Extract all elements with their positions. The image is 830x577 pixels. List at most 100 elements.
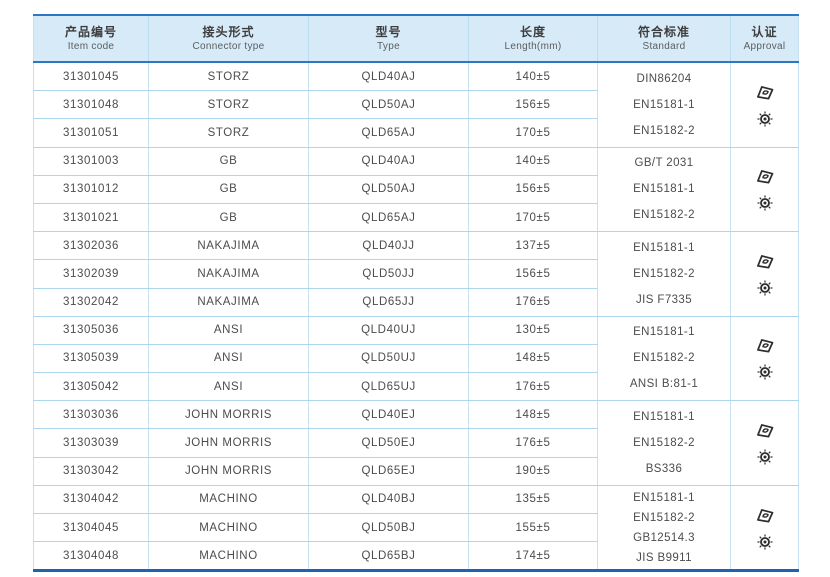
type-cell: QLD65AJ <box>308 118 469 148</box>
col-header-length-en: Length(mm) <box>504 40 562 52</box>
connector-type-cell: STORZ <box>148 62 309 92</box>
length-cell: 148±5 <box>468 344 598 374</box>
col-header-item-code-zh: 产品编号 <box>64 24 117 39</box>
connector-type-cell: MACHINO <box>148 485 309 515</box>
col-header-standard: 符合标准 Standard <box>597 14 731 63</box>
type-cell: QLD65UJ <box>308 372 469 402</box>
standard-line: EN15181-1 <box>633 98 695 111</box>
item-code-cell: 31301045 <box>33 62 149 92</box>
table-row: 31304045 MACHINO QLD50BJ 155±5 <box>33 513 799 543</box>
approval-cell <box>730 147 799 233</box>
length-cell: 176±5 <box>468 372 598 402</box>
col-header-length-zh: 长度 <box>519 24 546 39</box>
item-code-cell: 31302036 <box>33 231 149 261</box>
type-cell: QLD50BJ <box>308 513 469 543</box>
type-cell: QLD40AJ <box>308 62 469 92</box>
length-cell: 137±5 <box>468 231 598 261</box>
standard-line: EN15181-1 <box>633 491 695 504</box>
connector-type-cell: MACHINO <box>148 513 309 543</box>
type-cell: QLD40JJ <box>308 231 469 261</box>
length-cell: 174±5 <box>468 541 598 572</box>
connector-type-cell: NAKAJIMA <box>148 259 309 289</box>
col-header-approval: 认证 Approval <box>730 14 799 63</box>
approval-cell <box>730 62 799 148</box>
standard-line: EN15182-2 <box>633 352 695 365</box>
col-header-connector-type-zh: 接头形式 <box>202 24 255 39</box>
standard-line: GB/T 2031 <box>634 157 694 170</box>
item-code-cell: 31301021 <box>33 203 149 233</box>
connector-type-cell: STORZ <box>148 118 309 148</box>
standard-line: EN15181-1 <box>633 411 695 424</box>
standards-cell: DIN86204 EN15181-1 EN15182-2 <box>597 62 731 148</box>
table-row: 31304042 MACHINO QLD40BJ 135±5 EN15181-1 EN15… <box>33 485 799 572</box>
type-cell: QLD40EJ <box>308 400 469 430</box>
col-header-type: 型号 Type <box>308 14 469 63</box>
item-code-cell: 31305042 <box>33 372 149 402</box>
length-cell: 176±5 <box>468 428 598 458</box>
type-cell: QLD65AJ <box>308 203 469 233</box>
item-code-cell: 31304048 <box>33 541 149 572</box>
col-header-standard-zh: 符合标准 <box>637 24 690 39</box>
length-cell: 170±5 <box>468 118 598 148</box>
item-code-cell: 31304045 <box>33 513 149 543</box>
certificate-stamp-icon <box>756 424 773 438</box>
approval-icon-stack <box>731 83 798 127</box>
type-cell: QLD40UJ <box>308 316 469 345</box>
type-cell: QLD40AJ <box>308 147 469 176</box>
item-code-cell: 31305036 <box>33 316 149 345</box>
col-header-type-zh: 型号 <box>375 24 402 39</box>
connector-type-cell: JOHN MORRIS <box>148 428 309 458</box>
table-row: 31305042 ANSI QLD65UJ 176±5 <box>33 372 799 402</box>
approval-icon-stack <box>731 506 798 550</box>
connector-type-cell: GB <box>148 147 309 176</box>
standard-line: BS336 <box>645 463 683 476</box>
length-cell: 156±5 <box>468 175 598 204</box>
table-row: 31301021 GB QLD65AJ 170±5 <box>33 203 799 233</box>
rosette-seal-icon <box>756 280 773 296</box>
type-cell: QLD65JJ <box>308 288 469 317</box>
item-code-cell: 31303039 <box>33 428 149 458</box>
connector-type-cell: JOHN MORRIS <box>148 400 309 430</box>
table-row: 31303039 JOHN MORRIS QLD50EJ 176±5 <box>33 428 799 458</box>
type-cell: QLD50UJ <box>308 344 469 374</box>
rosette-seal-icon <box>756 111 773 127</box>
connector-type-cell: JOHN MORRIS <box>148 457 309 486</box>
standards-cell: EN15181-1 EN15182-2 BS336 <box>597 400 731 486</box>
table-header: 产品编号 Item code 接头形式 Connector type 型号 Ty… <box>33 14 799 63</box>
length-cell: 140±5 <box>468 147 598 176</box>
item-code-cell: 31304042 <box>33 485 149 515</box>
rosette-seal-icon <box>756 364 773 380</box>
standard-line: JIS F7335 <box>635 293 693 306</box>
table-row: 31305036 ANSI QLD40UJ 130±5 EN15181-1 EN15182… <box>33 316 799 402</box>
type-cell: QLD50AJ <box>308 175 469 204</box>
standard-line: EN15181-1 <box>633 183 695 196</box>
standard-line: EN15182-2 <box>633 124 695 137</box>
item-code-cell: 31303042 <box>33 457 149 486</box>
header-row: 产品编号 Item code 接头形式 Connector type 型号 Ty… <box>33 14 799 63</box>
table-body: 31301045 STORZ QLD40AJ 140±5 DIN86204 EN15181… <box>33 62 799 572</box>
col-header-standard-en: Standard <box>642 40 686 52</box>
col-header-item-code: 产品编号 Item code <box>33 14 149 63</box>
standard-line: EN15181-1 <box>633 326 695 339</box>
type-cell: QLD50AJ <box>308 90 469 120</box>
table-row: 31305039 ANSI QLD50UJ 148±5 <box>33 344 799 374</box>
rosette-seal-icon <box>756 449 773 465</box>
table-row: 31301045 STORZ QLD40AJ 140±5 DIN86204 EN15181… <box>33 62 799 148</box>
certificate-stamp-icon <box>756 170 773 184</box>
col-header-length: 长度 Length(mm) <box>468 14 598 63</box>
certificate-stamp-icon <box>756 254 773 269</box>
product-table: 产品编号 Item code 接头形式 Connector type 型号 Ty… <box>33 14 799 573</box>
standard-line: EN15181-1 <box>633 241 695 254</box>
length-cell: 170±5 <box>468 203 598 233</box>
item-code-cell: 31302039 <box>33 259 149 289</box>
length-cell: 155±5 <box>468 513 598 543</box>
connector-type-cell: ANSI <box>148 344 309 374</box>
table-row: 31301003 GB QLD40AJ 140±5 GB/T 2031 EN15181-1… <box>33 147 799 233</box>
rosette-seal-icon <box>756 195 773 211</box>
item-code-cell: 31301048 <box>33 90 149 120</box>
col-header-connector-type: 接头形式 Connector type <box>148 14 309 63</box>
length-cell: 135±5 <box>468 485 598 515</box>
connector-type-cell: ANSI <box>148 316 309 345</box>
approval-cell <box>730 316 799 402</box>
certificate-stamp-icon <box>756 508 773 523</box>
